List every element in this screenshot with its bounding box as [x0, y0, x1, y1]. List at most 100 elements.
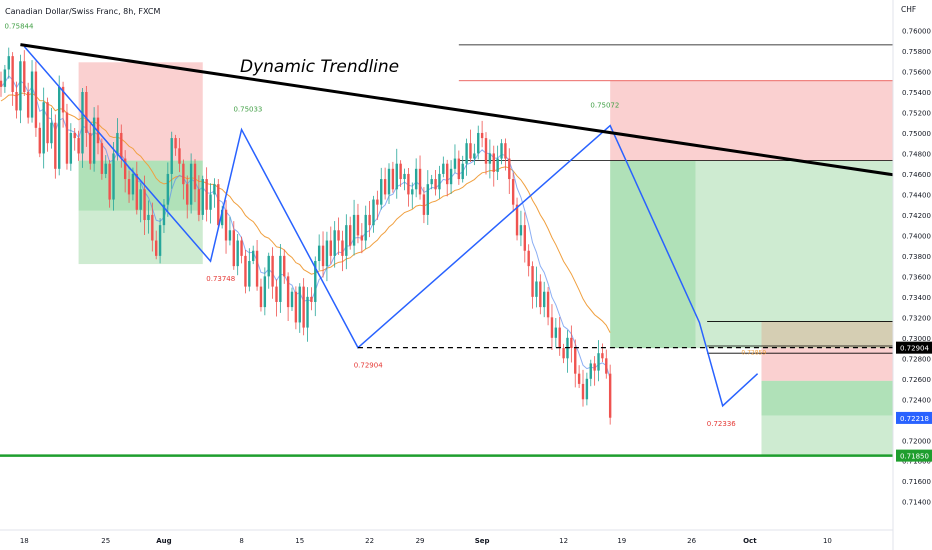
candle-body	[554, 327, 558, 338]
price-tick-label: 0.75200	[902, 109, 931, 117]
candle-body	[341, 240, 344, 256]
candle-body	[469, 143, 472, 159]
zone-box	[761, 415, 902, 455]
price-tick-label: 0.74000	[902, 232, 931, 240]
candle-body	[380, 179, 383, 205]
candle-body	[465, 143, 468, 164]
candle-body	[422, 194, 426, 215]
candle-body	[100, 143, 104, 174]
zone-box	[761, 380, 902, 416]
candle-body	[360, 235, 364, 241]
candle-body	[116, 132, 119, 154]
candle-body	[376, 199, 379, 205]
candle-body	[508, 158, 511, 180]
candle-body	[7, 56, 10, 70]
candle-body	[597, 353, 600, 371]
zigzag-line	[23, 46, 759, 408]
time-tick-label: 10	[823, 537, 832, 545]
candle-body	[511, 179, 515, 205]
candle-body	[558, 327, 561, 349]
candle-body	[252, 250, 255, 261]
candle-body	[3, 69, 7, 87]
price-tick-label: 0.73400	[902, 294, 931, 302]
candle-body	[279, 255, 282, 302]
price-tick-label: 0.73000	[902, 335, 931, 343]
candle-body	[155, 240, 158, 256]
price-axis[interactable]: CHF 0.76000 0.75800 0.75600 0.75400 0.75200 0…	[892, 0, 932, 550]
candle-body	[34, 71, 38, 128]
zone-box	[78, 62, 203, 161]
price-tick-label: 0.71400	[902, 499, 931, 507]
zone-box	[695, 160, 902, 349]
candle-body	[120, 132, 123, 159]
price-tick-label: 0.72800	[902, 355, 931, 363]
candle-body	[364, 214, 367, 241]
price-tick-label: 0.71800	[902, 458, 931, 466]
time-tick-label: 12	[559, 537, 568, 545]
candle-body	[104, 163, 107, 174]
candle-body	[240, 240, 243, 256]
candle-body	[589, 363, 592, 379]
candle-body	[449, 168, 453, 185]
price-tags-layer: 0.72904 0.72218 0.71850	[896, 341, 932, 462]
candle-body	[166, 173, 170, 205]
candle-body	[535, 281, 538, 297]
candle-body	[372, 199, 375, 226]
candle-body	[356, 214, 360, 236]
price-tick-label: 0.73600	[902, 273, 931, 281]
levels-layer	[0, 43, 902, 457]
candle-body	[430, 179, 433, 185]
candle-body	[395, 163, 398, 190]
candle-body	[162, 204, 166, 226]
price-tick-label: 0.74600	[902, 171, 931, 179]
candle-body	[477, 132, 480, 154]
candle-body	[263, 276, 267, 308]
candle-body	[473, 153, 476, 159]
candle-body	[170, 138, 173, 174]
candle-body	[108, 163, 111, 200]
candle-body	[577, 373, 581, 384]
candle-body	[46, 102, 49, 144]
price-tick-label: 0.71600	[902, 478, 931, 486]
candle-body	[220, 209, 224, 226]
candle-body	[290, 291, 294, 308]
candle-body	[531, 266, 534, 297]
candle-body	[337, 230, 340, 241]
candle-body	[131, 173, 135, 195]
candle-body	[593, 363, 596, 371]
price-tag-box	[896, 341, 932, 354]
candle-body	[298, 286, 301, 323]
candle-body	[562, 348, 565, 359]
candle-body	[85, 91, 88, 133]
candle-body	[442, 163, 445, 174]
candle-body	[224, 209, 228, 241]
candle-body	[399, 163, 402, 180]
price-tick-label: 0.72600	[902, 376, 931, 384]
labels-layer: 0.75844 0.73748 0.75033 0.72904 0.75072 0.723…	[5, 23, 767, 428]
candle-body	[352, 214, 356, 246]
price-tick-label: 0.75800	[902, 48, 931, 56]
price-tick-label: 0.72400	[902, 396, 931, 404]
candle-body	[457, 158, 461, 180]
candle-body	[411, 189, 414, 195]
time-axis[interactable]: 18 25 Aug 8 15 22 29 Sep 12 19 26 Oct 10	[0, 529, 893, 545]
candle-body	[345, 225, 348, 256]
trendline-label: Dynamic Trendline	[240, 57, 399, 77]
time-tick-label: 18	[20, 537, 29, 545]
price-tick-label: 0.73800	[902, 253, 931, 261]
candle-body	[0, 80, 3, 87]
candle-body	[205, 179, 208, 210]
candle-body	[236, 240, 239, 267]
zigzag-layer	[23, 46, 759, 408]
candle-body	[434, 179, 437, 190]
price-tag-box	[896, 411, 932, 424]
candle-body	[546, 291, 550, 318]
candle-body	[605, 358, 608, 374]
dynamic-trendline	[20, 43, 902, 178]
candle-body	[58, 86, 61, 169]
candle-body	[89, 132, 92, 164]
candle-body	[15, 91, 18, 111]
time-tick-label: 8	[239, 537, 243, 545]
candle-body	[488, 153, 492, 164]
